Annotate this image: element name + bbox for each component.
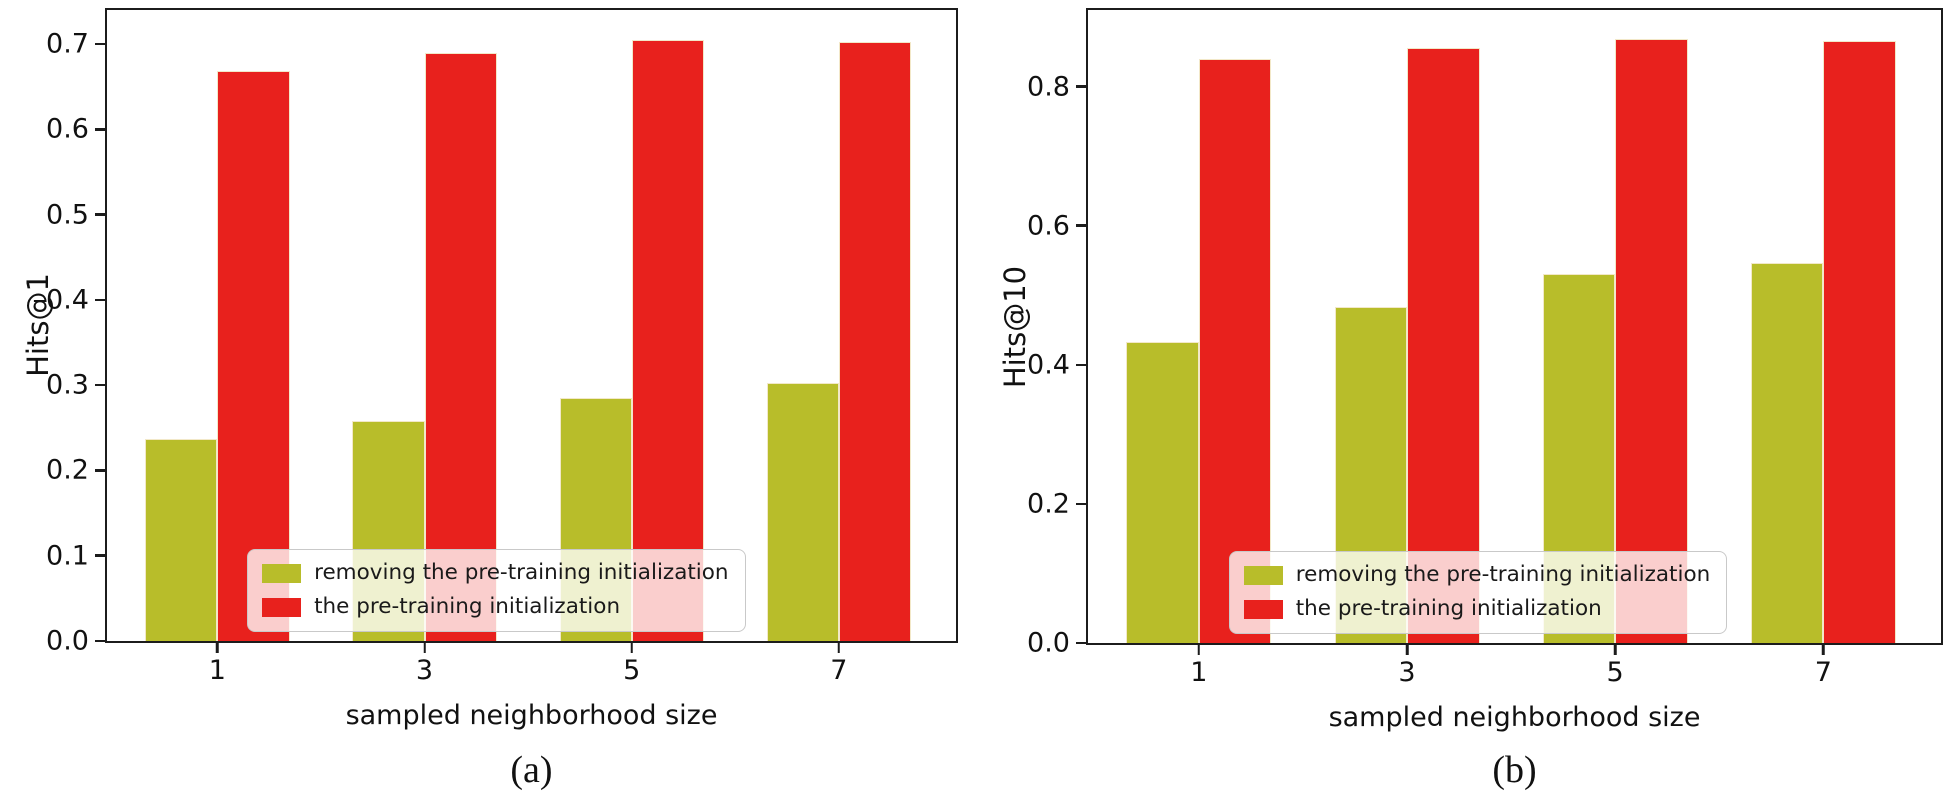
x-axis-label: sampled neighborhood size bbox=[345, 700, 718, 731]
legend-label: the pre-training initialization bbox=[314, 594, 621, 620]
y-tick-label: 0.4 bbox=[46, 284, 89, 316]
y-tick-mark bbox=[95, 383, 105, 387]
y-tick-label: 0.3 bbox=[46, 369, 89, 401]
olive-square-swatch bbox=[262, 563, 302, 583]
x-tick-mark bbox=[423, 643, 426, 653]
legend-entry: the pre-training initialization bbox=[1243, 596, 1710, 622]
y-tick-label: 0.2 bbox=[46, 454, 89, 486]
x-axis-label: sampled neighborhood size bbox=[1328, 702, 1701, 733]
bar-pretrain-x1 bbox=[1198, 58, 1272, 643]
bar-pretrain-x7 bbox=[1823, 40, 1896, 643]
y-tick-mark bbox=[95, 298, 105, 302]
y-tick-mark bbox=[1076, 502, 1086, 506]
y-tick-label: 0.0 bbox=[1027, 627, 1070, 659]
bar-pretrain-x7 bbox=[838, 41, 911, 641]
y-tick-label: 0.2 bbox=[1027, 488, 1070, 520]
x-tick-label: 5 bbox=[1606, 657, 1624, 688]
y-tick-label: 0.8 bbox=[1027, 71, 1070, 103]
axes: removing the pre-training initialization… bbox=[46, 8, 958, 684]
x-tick-mark bbox=[1197, 645, 1201, 655]
y-tick-label: 0.7 bbox=[46, 28, 89, 60]
y-tick-mark bbox=[95, 469, 105, 472]
x-tick-mark bbox=[630, 643, 633, 653]
y-tick-mark bbox=[1076, 363, 1086, 367]
bar-pretrain-x3 bbox=[1407, 47, 1480, 643]
legend: removing the pre-training initialization… bbox=[247, 549, 746, 632]
panel-caption: (b) bbox=[1492, 749, 1537, 791]
legend-entry: removing the pre-training initialization bbox=[1243, 562, 1711, 588]
x-tick-mark bbox=[1822, 645, 1825, 655]
y-tick-mark bbox=[95, 42, 105, 46]
y-tick-label: 0.6 bbox=[46, 113, 89, 145]
red-square-swatch bbox=[1243, 599, 1283, 619]
y-tick-mark bbox=[95, 128, 105, 131]
x-tick-label: 3 bbox=[415, 655, 434, 686]
legend-entry: the pre-training initialization bbox=[262, 594, 728, 620]
x-tick-label: 5 bbox=[623, 655, 641, 686]
x-tick-mark bbox=[837, 643, 841, 653]
x-tick-mark bbox=[216, 643, 219, 653]
panel-a: Hits@1 removing the pre-training initial… bbox=[21, 8, 958, 791]
panel-b: Hits@10 removing the pre-training initia… bbox=[975, 0, 1950, 811]
legend: removing the pre-training initialization… bbox=[1228, 551, 1728, 634]
y-tick-label: 0.6 bbox=[1027, 210, 1070, 242]
y-tick-mark bbox=[95, 639, 105, 643]
bar-pretrain-x5 bbox=[1615, 39, 1688, 643]
bar-no-pretrain-x1 bbox=[145, 438, 218, 641]
legend-label: the pre-training initialization bbox=[1295, 596, 1602, 622]
x-tick-label: 7 bbox=[1814, 657, 1832, 688]
x-tick-label: 1 bbox=[1190, 657, 1208, 688]
legend-entry: removing the pre-training initialization bbox=[262, 560, 729, 586]
y-tick-label: 0.1 bbox=[46, 540, 89, 572]
bar-no-pretrain-x7 bbox=[1750, 262, 1824, 643]
red-square-swatch bbox=[262, 597, 302, 617]
bar-no-pretrain-x7 bbox=[766, 383, 839, 641]
y-tick-label: 0.4 bbox=[1027, 349, 1070, 381]
bar-pretrain-x3 bbox=[424, 52, 497, 641]
bar-no-pretrain-x1 bbox=[1126, 341, 1199, 643]
y-tick-mark bbox=[95, 213, 105, 216]
olive-square-swatch bbox=[1243, 565, 1283, 585]
x-tick-mark bbox=[1405, 645, 1409, 655]
y-tick-label: 0.0 bbox=[46, 625, 89, 657]
axes: removing the pre-training initialization… bbox=[1027, 8, 1943, 686]
bar-pretrain-x5 bbox=[631, 39, 704, 641]
panel-caption: (a) bbox=[510, 749, 553, 791]
y-tick-mark bbox=[95, 554, 105, 557]
x-tick-label: 1 bbox=[208, 655, 226, 686]
legend-label: removing the pre-training initialization bbox=[1295, 562, 1711, 588]
y-tick-mark bbox=[1076, 85, 1086, 88]
y-tick-mark bbox=[1076, 224, 1086, 227]
x-tick-label: 7 bbox=[830, 655, 848, 686]
x-tick-label: 3 bbox=[1398, 657, 1416, 688]
legend-label: removing the pre-training initialization bbox=[314, 560, 729, 586]
y-tick-label: 0.5 bbox=[46, 199, 89, 231]
x-tick-mark bbox=[1613, 645, 1617, 655]
bar-pretrain-x1 bbox=[217, 70, 290, 641]
y-tick-mark bbox=[1076, 641, 1086, 645]
